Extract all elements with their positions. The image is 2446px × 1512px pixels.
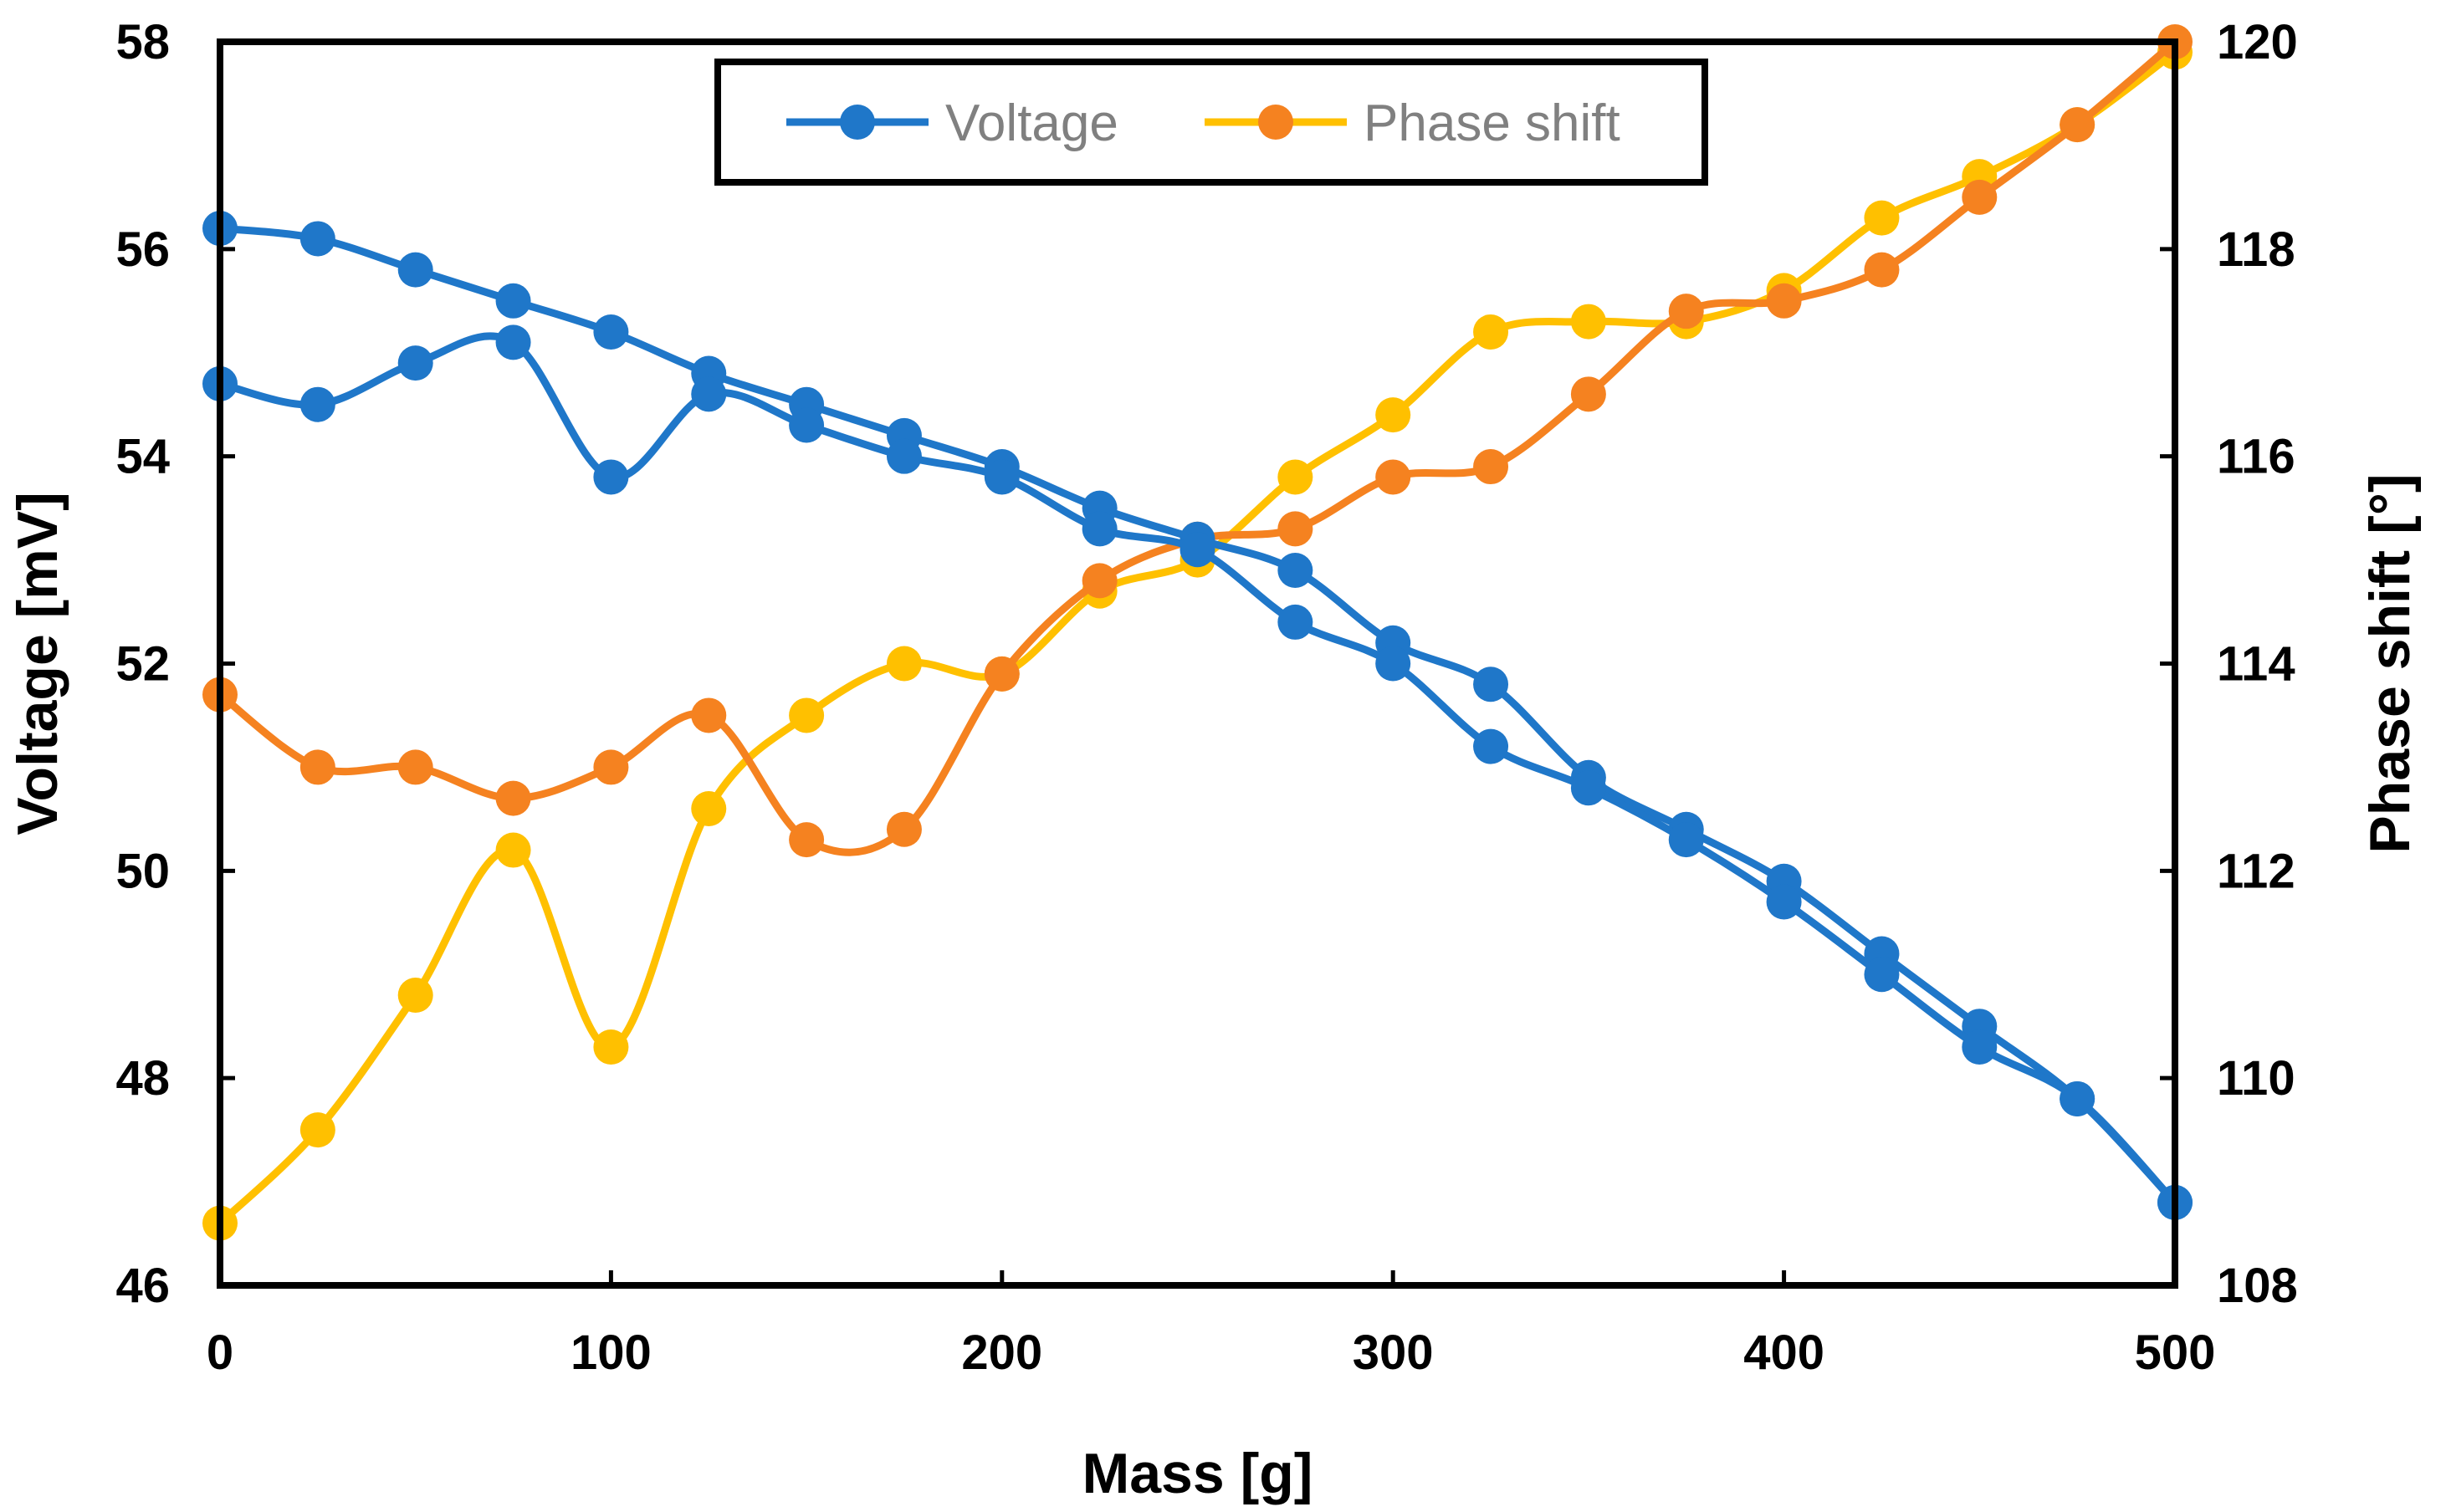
data-point — [1668, 294, 1704, 329]
series-layer — [202, 24, 2193, 1241]
data-point — [691, 697, 727, 733]
legend-marker — [1258, 105, 1293, 140]
y2-tick-label: 120 — [2217, 15, 2298, 69]
y2-tick-label: 112 — [2217, 844, 2295, 898]
data-point — [1180, 532, 1215, 568]
y-tick-label: 54 — [115, 430, 170, 484]
y2-axis-title: Phase shift [°] — [2358, 473, 2422, 853]
y-tick-label: 58 — [115, 15, 170, 69]
x-tick-label: 300 — [1353, 1326, 1434, 1380]
y-axis-title: Voltage [mV] — [6, 492, 69, 835]
data-point — [1473, 449, 1509, 485]
data-point — [1277, 552, 1313, 588]
x-tick-label: 100 — [571, 1326, 652, 1380]
data-point — [1082, 563, 1118, 599]
data-point — [789, 697, 825, 733]
data-point — [397, 252, 433, 288]
x-tick-label: 400 — [1743, 1326, 1824, 1380]
x-tick-label: 0 — [207, 1326, 233, 1380]
data-point — [984, 459, 1020, 495]
data-point — [1473, 314, 1509, 350]
data-point — [397, 978, 433, 1014]
data-point — [886, 811, 922, 847]
ticks-layer — [217, 39, 2177, 1288]
y2-tick-label: 118 — [2217, 222, 2295, 277]
y-tick-label: 46 — [115, 1259, 170, 1313]
data-point — [789, 407, 825, 443]
y-tick-label: 52 — [115, 637, 170, 692]
data-point — [1375, 646, 1411, 682]
y2-tick-label: 108 — [2217, 1259, 2298, 1313]
data-point — [1570, 770, 1606, 806]
data-point — [397, 749, 433, 785]
data-point — [1766, 884, 1802, 920]
data-point — [2060, 1080, 2095, 1116]
data-point — [593, 1029, 629, 1065]
data-point — [1962, 179, 1998, 215]
legend-item: Phase shift — [1205, 94, 1620, 152]
data-point — [1864, 252, 1900, 288]
data-point — [886, 646, 922, 682]
data-point — [1962, 1029, 1998, 1065]
legend-label: Voltage — [945, 94, 1118, 152]
data-point — [299, 1112, 335, 1148]
data-point — [1570, 304, 1606, 340]
data-point — [691, 376, 727, 412]
data-point — [1473, 728, 1509, 764]
data-point — [789, 822, 825, 858]
x-axis-title: Mass [g] — [1082, 1442, 1313, 1505]
series-voltage — [202, 324, 2193, 1220]
data-point — [593, 459, 629, 495]
data-point — [1375, 459, 1411, 495]
data-point — [299, 386, 335, 422]
data-point — [2060, 107, 2095, 143]
y2-tick-label: 110 — [2217, 1051, 2295, 1106]
data-point — [593, 314, 629, 350]
data-point — [299, 749, 335, 785]
data-point — [397, 345, 433, 381]
data-point — [1570, 376, 1606, 412]
legend-label: Phase shift — [1364, 94, 1620, 152]
data-point — [495, 324, 531, 360]
data-point — [984, 656, 1020, 692]
data-point — [1082, 511, 1118, 547]
data-point — [1277, 511, 1313, 547]
x-tick-label: 200 — [961, 1326, 1042, 1380]
data-point — [299, 221, 335, 257]
data-point — [1864, 200, 1900, 236]
data-point — [1864, 957, 1900, 993]
data-point — [1668, 822, 1704, 858]
y2-tick-label: 116 — [2217, 430, 2295, 484]
data-point — [691, 790, 727, 826]
data-point — [1473, 667, 1509, 702]
data-point — [886, 438, 922, 474]
tick-labels-layer: 0 100 200 300 400 500 46 48 50 52 54 56 58 108 110 112 1… — [115, 15, 2297, 1380]
x-tick-label: 500 — [2135, 1326, 2216, 1380]
data-point — [1375, 397, 1411, 433]
data-point — [1277, 604, 1313, 640]
legend: Voltage Phase shift — [714, 59, 1708, 186]
data-point — [495, 283, 531, 319]
data-point — [593, 749, 629, 785]
data-point — [495, 832, 531, 868]
y2-tick-label: 114 — [2217, 637, 2295, 692]
legend-items: Voltage Phase shift — [786, 94, 1620, 152]
data-point — [495, 780, 531, 816]
y-tick-label: 48 — [115, 1051, 170, 1106]
data-point — [1277, 459, 1313, 495]
y-tick-label: 56 — [115, 222, 170, 277]
data-point — [1766, 283, 1802, 319]
legend-item: Voltage — [786, 94, 1118, 152]
y-tick-label: 50 — [115, 844, 170, 898]
legend-marker — [840, 105, 875, 140]
